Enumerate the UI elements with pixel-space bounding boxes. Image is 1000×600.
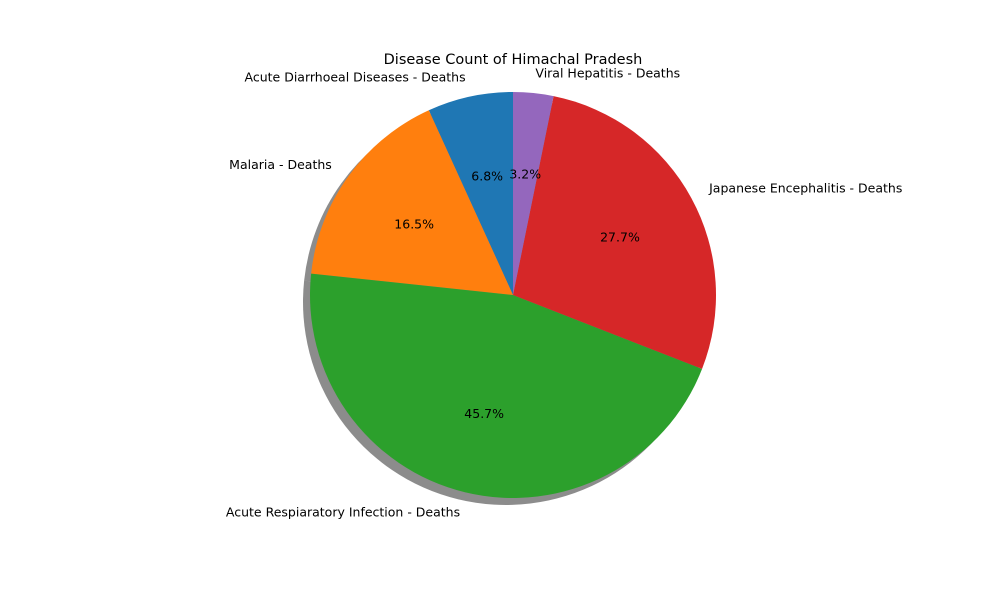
slice-malaria-deaths bbox=[311, 110, 513, 295]
slice-label-viral-hepatitis-deaths: Viral Hepatitis - Deaths bbox=[535, 65, 680, 80]
percent-labels: 6.8% 16.5% 45.7% 27.7% 3.2% bbox=[394, 166, 640, 421]
percent-label-acute-respiaratory-infection-deaths: 45.7% bbox=[464, 406, 504, 421]
slice-label-acute-respiaratory-infection-deaths: Acute Respiaratory Infection - Deaths bbox=[226, 504, 460, 519]
slice-label-acute-diarrhoeal-diseases-deaths: Acute Diarrhoeal Diseases - Deaths bbox=[245, 69, 466, 84]
slice-acute-respiaratory-infection-deaths bbox=[310, 273, 703, 498]
percent-label-acute-diarrhoeal-diseases-deaths: 6.8% bbox=[471, 168, 503, 183]
pie-slices bbox=[310, 92, 716, 498]
slice-label-japanese-encephalitis-deaths: Japanese Encephalitis - Deaths bbox=[708, 181, 902, 196]
slice-japanese-encephalitis-deaths bbox=[513, 96, 716, 369]
slice-viral-hepatitis-deaths bbox=[513, 92, 554, 295]
slice-label-malaria-deaths: Malaria - Deaths bbox=[229, 157, 332, 172]
slice-acute-diarrhoeal-diseases-deaths bbox=[428, 92, 513, 295]
slice-labels: Acute Diarrhoeal Diseases - Deaths Malari… bbox=[226, 65, 902, 519]
percent-label-malaria-deaths: 16.5% bbox=[394, 216, 434, 231]
percent-label-viral-hepatitis-deaths: 3.2% bbox=[509, 166, 541, 181]
percent-label-japanese-encephalitis-deaths: 27.7% bbox=[600, 229, 640, 244]
chart-title: Disease Count of Himachal Pradesh bbox=[384, 52, 643, 68]
